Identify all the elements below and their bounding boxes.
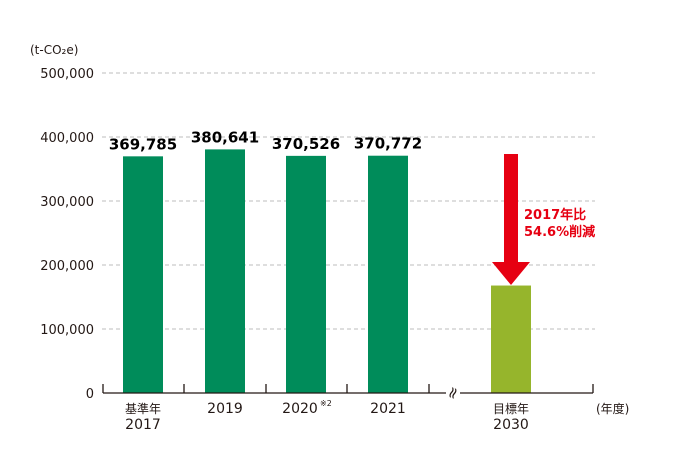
y-tick-label: 300,000 <box>40 195 94 210</box>
bar <box>368 155 408 393</box>
y-tick-label: 0 <box>86 387 94 402</box>
y-tick-label: 100,000 <box>40 323 94 338</box>
bar-value-label: 380,641 <box>191 128 259 146</box>
x-category-prefix: 目標年 <box>493 402 529 416</box>
reduction-arrow-head <box>492 262 530 285</box>
y-tick-label: 500,000 <box>40 67 94 82</box>
target-bar <box>491 285 531 393</box>
annotation-line1: 2017年比 <box>524 207 586 223</box>
annotation-line2: 54.6%削減 <box>524 224 595 240</box>
bar-value-label: 370,772 <box>354 135 422 153</box>
y-unit-label: (t-CO₂e) <box>30 43 78 57</box>
bar <box>205 149 245 393</box>
bar-value-label: 370,526 <box>272 135 340 153</box>
bar <box>286 155 326 393</box>
axes: ≈ <box>102 383 594 402</box>
y-tick-label: 200,000 <box>40 259 94 274</box>
axis-break-gap <box>446 385 460 401</box>
x-category-label: 2017 <box>125 417 161 433</box>
x-category-footnote: ※2 <box>320 399 332 408</box>
x-category-label: 2019 <box>207 401 243 417</box>
bar-value-label: 369,785 <box>109 135 177 153</box>
reduction-arrow-shaft <box>504 154 518 262</box>
x-unit-label: (年度) <box>596 401 629 416</box>
y-tick-label: 400,000 <box>40 131 94 146</box>
bar <box>123 156 163 393</box>
labels: 0 100,000 200,000 300,000 400,000 500,000 369,… <box>40 67 529 433</box>
x-category-label: 2020 <box>282 401 318 417</box>
x-category-label: 2021 <box>370 401 406 417</box>
x-category-prefix: 基準年 <box>125 401 161 416</box>
axis-break-symbol: ≈ <box>441 383 463 402</box>
gridlines <box>102 72 595 330</box>
bars <box>123 149 531 393</box>
x-category-label: 2030 <box>493 417 529 433</box>
